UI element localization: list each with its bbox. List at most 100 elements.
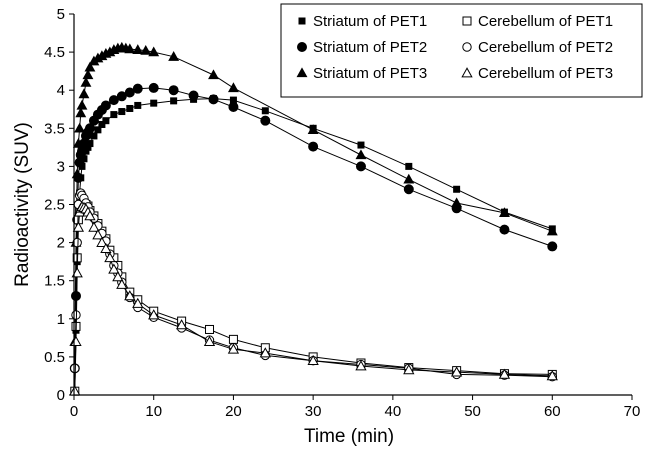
- data-point: [110, 111, 118, 119]
- data-point: [227, 343, 240, 354]
- data-point: [140, 44, 152, 55]
- x-axis-label: Time (min): [304, 426, 394, 447]
- data-point: [118, 108, 126, 116]
- data-point: [405, 162, 413, 170]
- data-point: [108, 263, 120, 274]
- data-point: [148, 309, 160, 320]
- data-point: [124, 43, 136, 54]
- data-point: [98, 120, 106, 128]
- data-point: [208, 94, 219, 105]
- series-6: [69, 200, 558, 396]
- data-point: [88, 221, 100, 232]
- legend-label: Cerebellum of PET3: [478, 65, 613, 82]
- data-point: [102, 117, 110, 125]
- data-point: [175, 319, 188, 330]
- data-point: [108, 95, 119, 106]
- data-point: [132, 44, 144, 54]
- y-tick-label: 3: [57, 158, 65, 175]
- legend-marker: [462, 42, 472, 52]
- y-tick-label: 1.5: [44, 273, 65, 290]
- data-point: [132, 297, 144, 308]
- legend-label: Cerebellum of PET2: [478, 39, 613, 56]
- data-point: [403, 184, 414, 195]
- data-point: [104, 252, 116, 263]
- data-point: [499, 224, 510, 235]
- data-point: [307, 124, 319, 135]
- data-point: [92, 229, 104, 240]
- data-point: [450, 366, 463, 377]
- data-point: [307, 354, 319, 366]
- data-point: [148, 46, 160, 57]
- y-tick-label: 2.5: [44, 197, 65, 214]
- series-line: [74, 192, 553, 378]
- legend-label: Striatum of PET1: [313, 13, 427, 30]
- data-point: [357, 141, 365, 149]
- data-point: [100, 242, 112, 254]
- legend-marker: [298, 17, 306, 25]
- data-point: [205, 324, 215, 334]
- data-point: [94, 126, 102, 134]
- series-5: [70, 188, 557, 382]
- data-point: [116, 91, 127, 102]
- data-point: [355, 360, 367, 371]
- legend-label: Striatum of PET3: [313, 65, 427, 82]
- data-point: [78, 88, 90, 99]
- y-tick-label: 4: [57, 82, 65, 99]
- data-point: [228, 334, 238, 344]
- y-tick-label: 0.5: [44, 349, 65, 366]
- data-point: [132, 83, 143, 94]
- data-point: [82, 69, 94, 80]
- data-point: [188, 90, 199, 101]
- data-point: [75, 107, 87, 118]
- data-point: [203, 335, 216, 346]
- data-point: [227, 82, 239, 93]
- data-point: [259, 347, 271, 358]
- legend-label: Cerebellum of PET1: [478, 13, 613, 30]
- data-point: [499, 207, 510, 218]
- data-point: [71, 267, 83, 278]
- data-point: [80, 76, 92, 87]
- legend-marker: [462, 16, 472, 26]
- y-tick-label: 5: [57, 6, 65, 23]
- data-point: [76, 99, 88, 110]
- data-point: [71, 168, 83, 179]
- x-tick-label: 70: [624, 403, 641, 420]
- data-point: [168, 85, 179, 96]
- data-point: [170, 97, 178, 105]
- data-point: [84, 61, 96, 72]
- data-point: [546, 370, 558, 381]
- series-4: [70, 198, 557, 396]
- legend: Striatum of PET1 Cerebellum of PET1 Striat…: [280, 3, 643, 98]
- y-tick-label: 2: [57, 235, 65, 252]
- x-tick-label: 20: [225, 403, 242, 420]
- data-point: [208, 69, 219, 80]
- y-tick-label: 4.5: [44, 44, 65, 61]
- data-point: [124, 290, 136, 301]
- legend-label: Striatum of PET2: [313, 39, 427, 56]
- data-point: [150, 99, 158, 107]
- x-tick-label: 0: [70, 403, 78, 420]
- data-point: [134, 101, 142, 109]
- data-point: [451, 197, 463, 208]
- data-point: [228, 101, 239, 112]
- data-point: [498, 368, 511, 379]
- data-point: [453, 185, 461, 193]
- x-tick-label: 30: [305, 403, 322, 420]
- data-point: [308, 141, 319, 152]
- legend-marker: [297, 42, 307, 52]
- data-point: [546, 225, 558, 236]
- legend-marker: [296, 67, 308, 78]
- x-tick-label: 60: [544, 403, 561, 420]
- data-point: [168, 51, 180, 61]
- data-point: [72, 137, 84, 148]
- data-point: [355, 161, 366, 172]
- y-tick-label: 3.5: [44, 120, 65, 137]
- data-point: [403, 364, 415, 375]
- y-tick-label: 1: [57, 311, 65, 328]
- x-tick-label: 10: [145, 403, 162, 420]
- series-1: [71, 95, 556, 395]
- data-point: [96, 236, 108, 247]
- data-point: [355, 149, 367, 160]
- x-tick-label: 50: [464, 403, 481, 420]
